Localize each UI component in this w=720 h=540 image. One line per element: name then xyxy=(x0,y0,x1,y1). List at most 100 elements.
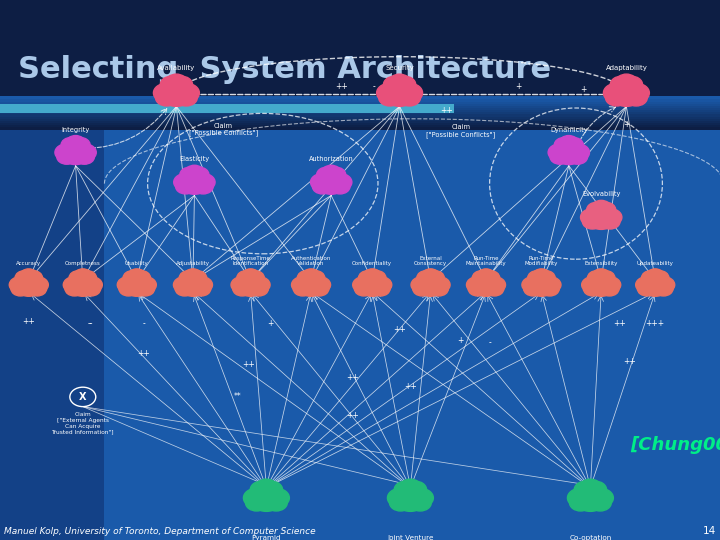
Circle shape xyxy=(616,74,636,90)
Circle shape xyxy=(359,276,386,296)
Text: ++: ++ xyxy=(242,360,255,369)
Circle shape xyxy=(541,282,559,296)
Circle shape xyxy=(425,271,444,285)
Circle shape xyxy=(417,271,436,285)
Circle shape xyxy=(637,282,656,296)
Circle shape xyxy=(354,282,373,296)
Circle shape xyxy=(82,282,101,296)
Circle shape xyxy=(161,76,183,93)
Text: Authorization: Authorization xyxy=(309,156,354,162)
Text: ++: ++ xyxy=(346,411,359,420)
Text: Adjustability: Adjustability xyxy=(176,261,210,266)
Circle shape xyxy=(548,144,571,161)
Circle shape xyxy=(237,271,256,285)
Circle shape xyxy=(156,89,178,106)
Circle shape xyxy=(233,282,251,296)
Circle shape xyxy=(135,277,156,293)
Circle shape xyxy=(185,165,204,179)
Text: Pyramid: Pyramid xyxy=(251,535,282,540)
FancyBboxPatch shape xyxy=(0,120,720,123)
Circle shape xyxy=(243,488,269,508)
Circle shape xyxy=(69,271,89,285)
Circle shape xyxy=(250,282,269,296)
Circle shape xyxy=(366,271,386,285)
Circle shape xyxy=(175,89,197,106)
Circle shape xyxy=(409,494,431,511)
Text: Claim
["Possible Conflicts"]: Claim ["Possible Conflicts"] xyxy=(426,124,495,138)
Circle shape xyxy=(592,200,611,214)
Text: ++: ++ xyxy=(22,317,35,326)
Text: -: - xyxy=(143,320,145,328)
Circle shape xyxy=(379,89,401,106)
Circle shape xyxy=(400,479,420,495)
Circle shape xyxy=(193,179,213,194)
Circle shape xyxy=(384,76,406,93)
Circle shape xyxy=(317,167,337,183)
Circle shape xyxy=(251,488,282,511)
Circle shape xyxy=(11,282,30,296)
Circle shape xyxy=(397,83,423,103)
Circle shape xyxy=(180,173,209,194)
Circle shape xyxy=(472,276,500,296)
Circle shape xyxy=(189,167,209,183)
Circle shape xyxy=(61,137,81,153)
Text: ++: ++ xyxy=(138,349,150,358)
Text: Joint Venture: Joint Venture xyxy=(387,535,433,540)
Text: +: + xyxy=(580,85,586,93)
Circle shape xyxy=(395,481,417,498)
Circle shape xyxy=(480,271,500,285)
Circle shape xyxy=(128,269,145,282)
Circle shape xyxy=(523,282,542,296)
Text: Usability: Usability xyxy=(125,261,148,266)
Circle shape xyxy=(539,277,561,293)
Text: Integrity: Integrity xyxy=(61,126,90,132)
Circle shape xyxy=(477,269,495,282)
Circle shape xyxy=(231,277,253,293)
Circle shape xyxy=(620,76,642,93)
Circle shape xyxy=(322,165,341,179)
Circle shape xyxy=(472,271,492,285)
Circle shape xyxy=(580,209,603,226)
Text: +++: +++ xyxy=(646,320,665,328)
Circle shape xyxy=(589,494,611,511)
Text: +: + xyxy=(516,82,521,91)
Circle shape xyxy=(642,271,661,285)
FancyBboxPatch shape xyxy=(0,103,720,106)
Circle shape xyxy=(588,488,613,508)
Text: Security: Security xyxy=(385,65,414,71)
Text: -: - xyxy=(373,82,376,91)
Circle shape xyxy=(647,269,664,282)
FancyBboxPatch shape xyxy=(0,122,720,125)
Circle shape xyxy=(528,271,547,285)
Text: -: - xyxy=(488,339,491,347)
Circle shape xyxy=(187,271,207,285)
Circle shape xyxy=(599,277,621,293)
Circle shape xyxy=(654,282,673,296)
Text: Claim
["Possible Conflicts"]: Claim ["Possible Conflicts"] xyxy=(189,123,258,137)
Circle shape xyxy=(390,494,412,511)
Circle shape xyxy=(467,277,488,293)
Circle shape xyxy=(166,74,186,90)
FancyBboxPatch shape xyxy=(0,130,104,540)
Text: Availability: Availability xyxy=(157,65,196,71)
FancyBboxPatch shape xyxy=(0,104,454,113)
Circle shape xyxy=(404,481,426,498)
Text: +: + xyxy=(624,120,629,129)
Circle shape xyxy=(175,282,194,296)
Circle shape xyxy=(265,494,287,511)
Circle shape xyxy=(563,137,583,153)
Text: ++: ++ xyxy=(336,82,348,91)
FancyBboxPatch shape xyxy=(0,100,720,104)
Circle shape xyxy=(77,271,96,285)
Circle shape xyxy=(606,89,628,106)
Circle shape xyxy=(242,269,259,282)
Text: ++: ++ xyxy=(624,357,636,366)
Circle shape xyxy=(588,276,615,296)
Text: Adaptability: Adaptability xyxy=(606,65,647,71)
Text: Completness: Completness xyxy=(65,261,101,266)
Circle shape xyxy=(15,271,35,285)
Text: Accuracy: Accuracy xyxy=(17,261,41,266)
Circle shape xyxy=(136,282,155,296)
Circle shape xyxy=(293,282,312,296)
Circle shape xyxy=(649,271,669,285)
